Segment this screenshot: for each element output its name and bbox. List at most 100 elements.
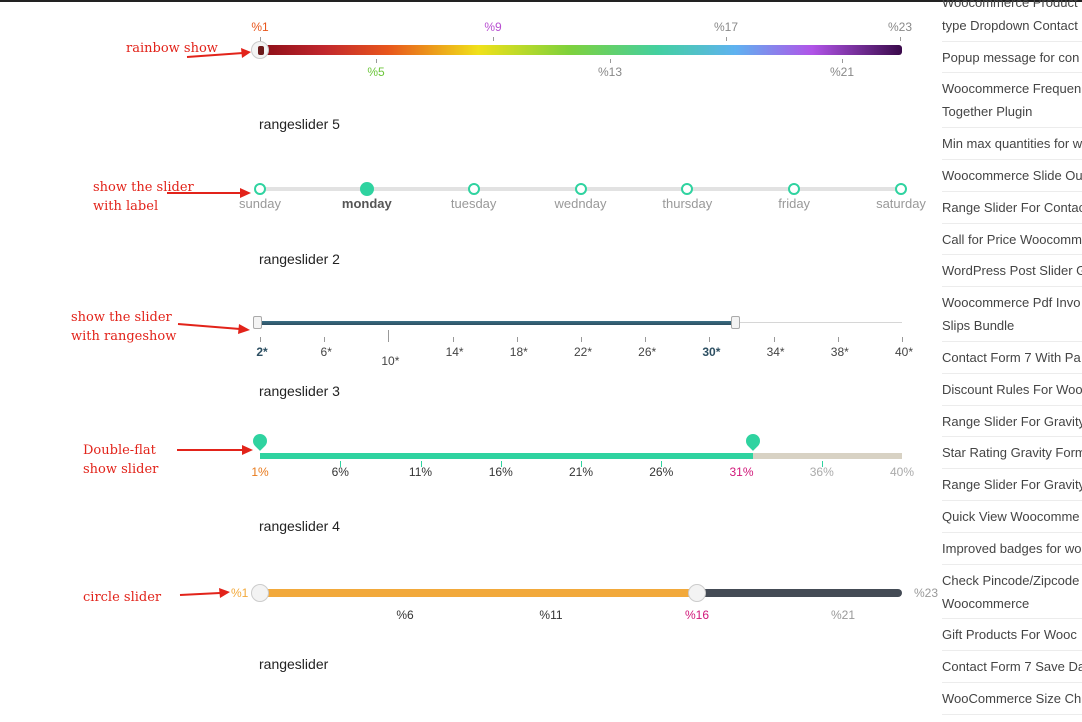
sidebar-item[interactable]: Range Slider For Contac	[942, 200, 1082, 215]
flat-label: 36%	[809, 465, 834, 479]
flat-tick	[821, 461, 823, 467]
circle-label: %11	[539, 608, 563, 622]
sidebar-item[interactable]: Woocommerce Product	[942, 0, 1078, 10]
sidebar-item[interactable]: Contact Form 7 Save Da	[942, 659, 1082, 674]
sidebar-item[interactable]: WordPress Post Slider G	[942, 263, 1082, 278]
rainbow-label-top: %23	[887, 20, 913, 34]
flat-tick	[581, 461, 582, 467]
sidebar-item[interactable]: Range Slider For Gravity	[942, 477, 1082, 492]
range-tick	[452, 337, 454, 342]
rainbow-tick	[610, 59, 611, 63]
annotation-label-line1: show the slider	[93, 180, 194, 195]
arrow-icon	[179, 588, 230, 598]
rainbow-label-top: %9	[484, 20, 502, 34]
range-tick	[837, 337, 839, 342]
day-label: friday	[778, 196, 811, 211]
day-label: saturday	[876, 196, 926, 211]
range-label: 10*	[381, 354, 400, 368]
day-dot[interactable]	[574, 183, 587, 195]
circle-handle-start[interactable]	[251, 584, 269, 602]
flat-handle-to[interactable]	[743, 431, 763, 451]
sidebar-item[interactable]: Star Rating Gravity Form	[942, 445, 1082, 460]
sidebar-item[interactable]: WooCommerce Size Ch	[942, 691, 1082, 706]
rainbow-tick	[493, 37, 494, 41]
arrow-icon	[177, 323, 250, 334]
circle-handle[interactable]	[688, 584, 706, 602]
sidebar-item[interactable]: Call for Price Woocomm	[942, 232, 1082, 247]
sidebar-item[interactable]: Popup message for con	[942, 50, 1080, 65]
flat-tick	[661, 461, 663, 467]
sidebar-item[interactable]: Woocommerce	[942, 596, 1030, 611]
sidebar-item[interactable]: Contact Form 7 With Pa	[942, 350, 1081, 365]
circle-label: %6	[396, 608, 414, 622]
range-handle-to[interactable]	[731, 316, 740, 329]
day-label: wednday	[554, 196, 607, 211]
sidebar-item[interactable]: Discount Rules For Woo	[942, 382, 1082, 397]
day-dot[interactable]	[359, 182, 374, 196]
annotation-label-line2: with label	[93, 199, 159, 214]
sidebar-divider	[942, 564, 1082, 565]
sidebar-item[interactable]: type Dropdown Contact	[942, 18, 1078, 33]
sidebar-item[interactable]: Woocommerce Frequen	[942, 81, 1082, 96]
circle-max-label: %23	[914, 586, 939, 600]
range-tick	[388, 330, 390, 342]
sidebar-item[interactable]: Slips Bundle	[942, 318, 1015, 333]
sidebar-item[interactable]: Check Pincode/Zipcode	[942, 573, 1080, 588]
sidebar-divider	[942, 468, 1082, 469]
sidebar-item[interactable]: Quick View Woocomme	[942, 509, 1080, 524]
flat-tick	[420, 461, 422, 467]
flat-label: 31%	[729, 465, 754, 479]
range-tick	[773, 337, 775, 342]
flat-tick	[500, 461, 502, 467]
rainbow-tick	[376, 59, 377, 63]
range-label: 14*	[445, 345, 464, 359]
range-tick	[324, 337, 326, 342]
range-fill	[260, 321, 736, 325]
day-dot[interactable]	[788, 183, 801, 195]
sidebar-divider	[942, 500, 1082, 501]
flat-label: 11%	[408, 465, 433, 479]
sidebar-item[interactable]: Range Slider For Gravity	[942, 414, 1082, 429]
heading-rangeslider-3: rangeslider 3	[259, 383, 340, 399]
sidebar-divider	[942, 714, 1082, 715]
heading-rangeslider: rangeslider	[259, 656, 329, 672]
sidebar-divider	[942, 650, 1082, 651]
sidebar-divider	[942, 341, 1082, 342]
sidebar: Woocommerce Product type Dropdown Contact…	[914, 0, 1082, 722]
sidebar-item[interactable]: Gift Products For Wooc	[942, 627, 1077, 642]
sidebar-item[interactable]: Woocommerce Pdf Invo	[942, 295, 1081, 310]
day-label: sunday	[239, 196, 281, 211]
sidebar-item[interactable]: Improved badges for wo	[942, 541, 1082, 556]
heading-rangeslider-5: rangeslider 5	[259, 116, 340, 132]
annotation-rainbow: rainbow show	[126, 41, 218, 56]
flat-fill	[260, 453, 753, 459]
sidebar-divider	[942, 532, 1082, 533]
sidebar-item[interactable]: Min max quantities for w	[942, 136, 1082, 151]
range-tick	[581, 337, 582, 342]
range-tick	[709, 337, 711, 342]
arrow-icon	[186, 48, 251, 58]
day-label: thursday	[662, 196, 713, 211]
day-dot[interactable]	[467, 183, 480, 195]
sidebar-divider	[942, 618, 1082, 619]
rainbow-tick	[726, 37, 727, 41]
sidebar-item[interactable]: Together Plugin	[942, 104, 1033, 119]
rainbow-track[interactable]	[260, 45, 902, 55]
rainbow-tick	[260, 37, 261, 41]
day-dot[interactable]	[254, 183, 266, 195]
day-label: monday	[341, 196, 392, 211]
range-label: 38*	[830, 345, 849, 359]
range-handle-from[interactable]	[253, 316, 262, 329]
rainbow-label-bottom: %13	[597, 65, 623, 79]
day-dot[interactable]	[895, 183, 907, 195]
circle-label: %21	[830, 608, 856, 622]
day-dot[interactable]	[681, 183, 694, 195]
heading-rangeslider-4: rangeslider 4	[259, 518, 340, 534]
rainbow-label-top: %1	[251, 20, 269, 34]
sidebar-divider	[942, 159, 1082, 160]
sidebar-divider	[942, 41, 1082, 42]
day-label: tuesday	[450, 196, 497, 211]
flat-label: 1%	[251, 465, 269, 479]
sidebar-item[interactable]: Woocommerce Slide Ou	[942, 168, 1082, 183]
sidebar-divider	[942, 682, 1082, 683]
